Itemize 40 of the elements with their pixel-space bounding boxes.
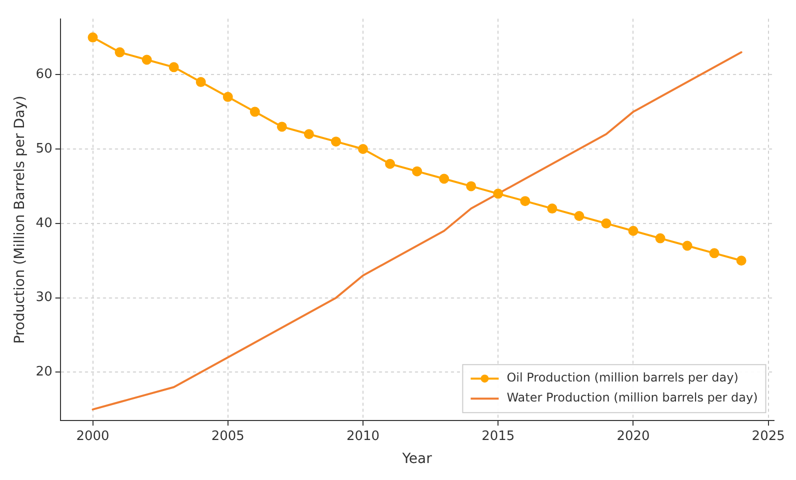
point [358, 144, 368, 154]
legend-label: Water Production (million barrels per day) [506, 390, 758, 405]
x-tick-label: 2010 [346, 428, 380, 444]
point [601, 218, 612, 228]
point [330, 136, 341, 147]
point [276, 122, 287, 132]
x-tick-label: 2020 [616, 428, 650, 444]
y-tick-label: 60 [36, 66, 52, 82]
point [304, 129, 314, 140]
point [250, 106, 260, 117]
y-tick-label: 20 [36, 364, 52, 380]
point [412, 166, 422, 176]
point [736, 256, 746, 266]
point [114, 47, 125, 58]
point [142, 54, 152, 65]
point [439, 174, 450, 184]
legend-label: Oil Production (million barrels per day) [506, 370, 738, 385]
x-axis-title: Year [401, 451, 432, 468]
y-tick-label: 50 [36, 141, 52, 156]
y-tick-label: 30 [36, 290, 52, 306]
y-axis-title: Production (Million Barrels per Day) [12, 96, 28, 344]
y-tick-label: 40 [36, 216, 52, 231]
point [574, 210, 584, 221]
point [466, 181, 476, 192]
point [520, 196, 530, 206]
point [196, 77, 206, 88]
point [385, 158, 396, 169]
x-tick-label: 2015 [482, 428, 515, 444]
point [547, 204, 558, 214]
point [709, 248, 720, 258]
point [655, 233, 666, 244]
point [628, 226, 638, 236]
x-tick-label: 2000 [76, 428, 110, 444]
point [222, 92, 233, 102]
point [682, 240, 692, 251]
point [493, 188, 504, 199]
point [88, 32, 98, 42]
x-tick-label: 2005 [211, 428, 244, 444]
x-tick-label: 2025 [752, 428, 785, 444]
point [168, 62, 179, 72]
